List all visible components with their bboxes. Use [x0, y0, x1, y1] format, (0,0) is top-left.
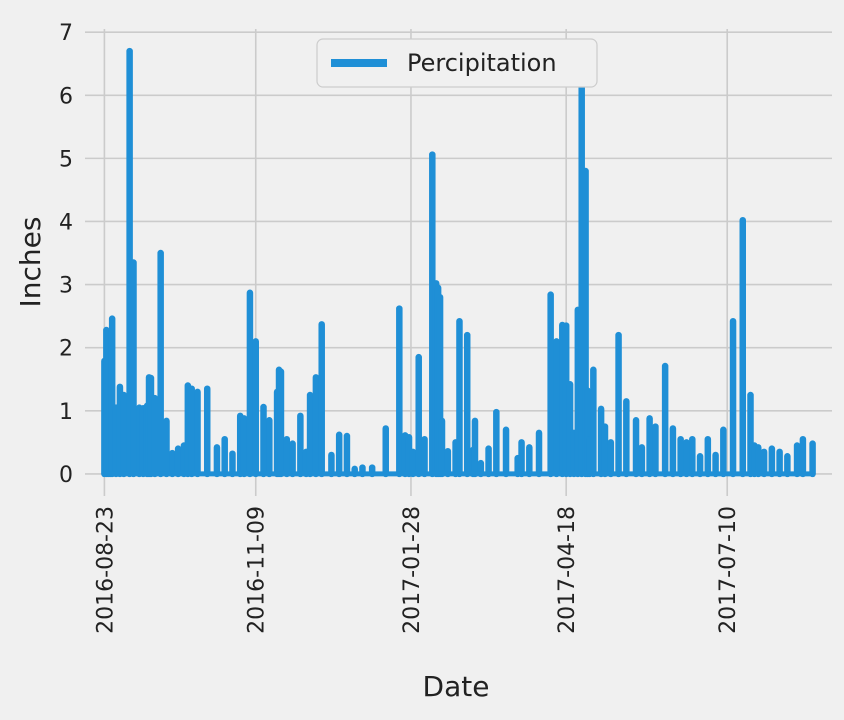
- x-tick-label: 2017-01-28: [400, 506, 425, 634]
- data-bars: [101, 47, 816, 478]
- legend-box: [316, 38, 598, 88]
- y-tick-label: 6: [59, 84, 73, 109]
- x-tick-label: 2016-08-23: [93, 506, 118, 634]
- y-axis-label: Inches: [14, 217, 47, 308]
- y-tick-label: 3: [59, 274, 73, 299]
- y-tick-label: 0: [59, 463, 73, 488]
- legend: Percipitation: [316, 38, 598, 88]
- x-tick-label: 2017-07-10: [716, 506, 741, 634]
- y-tick-label: 2: [59, 337, 73, 362]
- x-axis-label: Date: [423, 670, 490, 703]
- tick-labels: 0 1 2 3 4 5 6 7 2016-08-23 2016-11-09 2017-01-28 20…: [59, 21, 741, 634]
- x-tick-label: 2016-11-09: [245, 506, 270, 634]
- y-tick-label: 1: [59, 400, 73, 425]
- y-tick-label: 7: [59, 21, 73, 46]
- y-tick-label: 5: [59, 147, 73, 172]
- legend-label: Percipitation: [407, 49, 557, 77]
- y-tick-label: 4: [59, 210, 73, 235]
- x-tick-label: 2017-04-18: [555, 506, 580, 634]
